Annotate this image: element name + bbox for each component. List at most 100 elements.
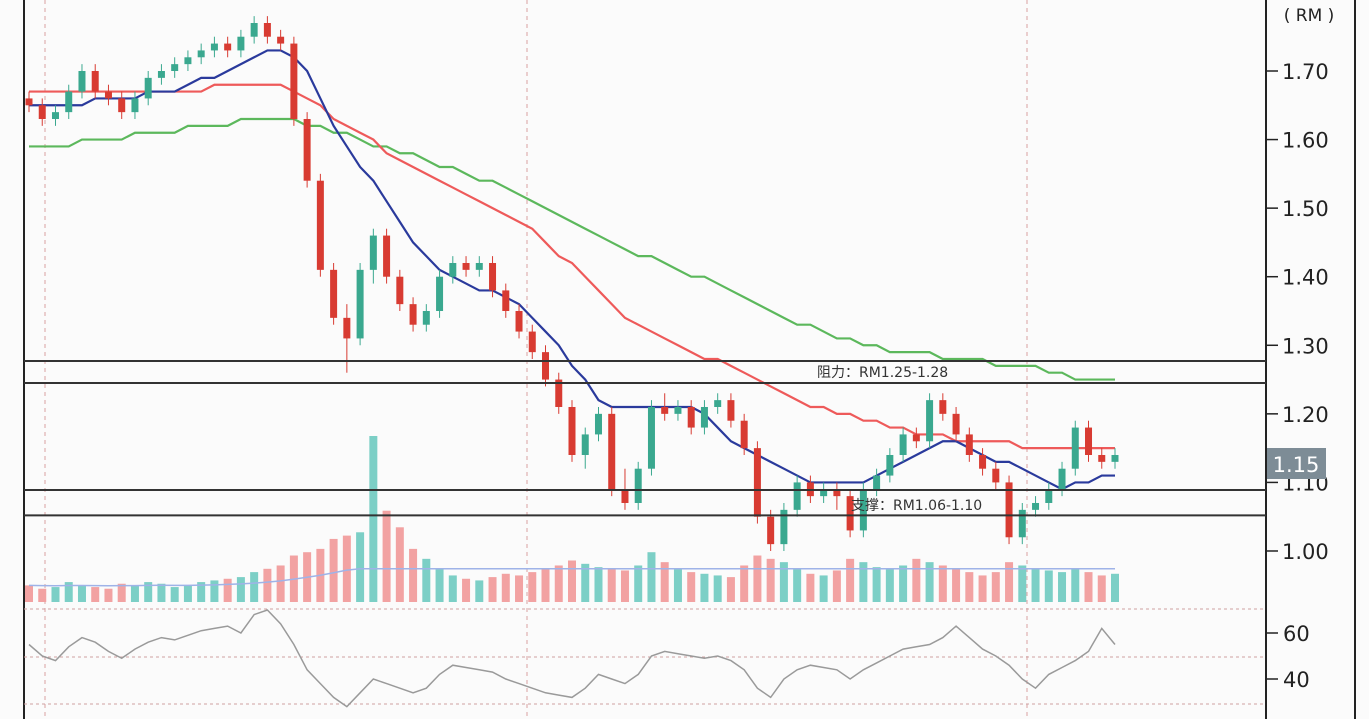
candle-body [343,317,351,339]
volume-bar [700,573,709,602]
candle-body [1018,509,1026,538]
y-tick-label: 1.70 [1282,60,1329,84]
volume-bar [620,570,629,602]
volume-bar [77,585,86,602]
volume-bar [687,572,696,602]
volume-bar [409,548,418,602]
volume-bar [223,578,232,602]
candle-body [250,23,258,37]
candle-body [1111,454,1119,462]
candle-body [224,43,232,51]
candle-body [568,406,576,455]
volume-bar [157,583,166,602]
volume-bar [846,558,855,602]
candle-body [462,262,470,270]
volume-bar [250,572,259,602]
volume-bar [753,555,762,602]
candle-body [316,180,324,270]
candle-body [594,413,602,435]
volume-bar [554,565,563,602]
volume-bar [515,575,524,602]
candle-body [793,482,801,510]
candle-body [542,352,550,380]
volume-bar [329,538,338,602]
volume-bar [475,580,484,602]
candle-body [753,448,761,517]
volume-bar [130,585,139,602]
candle-body [369,235,377,270]
volume-bar [541,568,550,602]
rsi-tick-label: 40 [1283,668,1310,692]
volume-bar [952,568,961,602]
candle-body [965,434,973,455]
y-unit-label: ( RM ) [1284,6,1335,26]
volume-bar [183,585,192,602]
candle-body [700,406,708,428]
volume-bar [1084,572,1093,602]
volume-bar [647,552,656,602]
candle-body [740,420,748,449]
volume-bar [197,582,206,602]
volume-bar [104,588,113,602]
candle-body [502,290,510,311]
candle-body [674,406,682,414]
candle-body [899,434,907,455]
volume-bar [899,565,908,602]
ma-slow-line [29,117,1115,381]
support-label: 支撑：RM1.06-1.10 [851,498,982,514]
volume-bar [488,577,497,602]
volume-bar [1018,565,1027,602]
candle-body [489,262,497,291]
candle-body [1098,454,1106,462]
candle-body [952,413,960,435]
candle-body [78,71,86,92]
candle-body [979,454,987,469]
volume-bar [793,568,802,602]
volume-bar [117,583,126,602]
candle-body [290,43,298,119]
volume-bar [369,436,378,602]
candle-body [25,98,33,106]
volume-bar [64,582,73,602]
candle-body [780,509,788,545]
volume-bar [832,570,841,602]
candle-body [859,489,867,531]
candle-body [422,310,430,325]
volume-bar [435,568,444,602]
candle-body [263,23,271,37]
candle-body [555,379,563,407]
volume-bar [912,558,921,602]
volume-bar [965,572,974,602]
candle-body [581,434,589,455]
volume-bar [462,578,471,602]
candle-body [475,262,483,270]
candle-body [1032,502,1040,510]
y-tick-label: 1.50 [1282,197,1329,221]
candle-body [171,64,179,71]
volume-bar [91,587,100,602]
resistance-label: 阻力：RM1.25-1.28 [817,365,948,381]
candle-body [91,71,99,92]
volume-bar [144,582,153,602]
candle-body [1058,468,1066,490]
candle-body [833,489,841,497]
volume-bar [925,562,934,602]
volume-bar [1044,570,1053,602]
volume-bar [1071,568,1080,602]
candle-body [51,112,59,119]
candle-body [621,489,629,503]
candle-body [303,118,311,181]
rsi-line [28,609,1116,708]
candle-body [528,331,536,353]
candle-body [184,57,192,65]
ma-fast-line [29,49,1115,491]
volume-bar [38,588,47,602]
candle-body [237,36,245,51]
volume-bar [25,585,33,602]
volume-bar [594,567,603,602]
candle-body [65,91,73,113]
candle-body [608,413,616,490]
candle-body [846,496,854,531]
